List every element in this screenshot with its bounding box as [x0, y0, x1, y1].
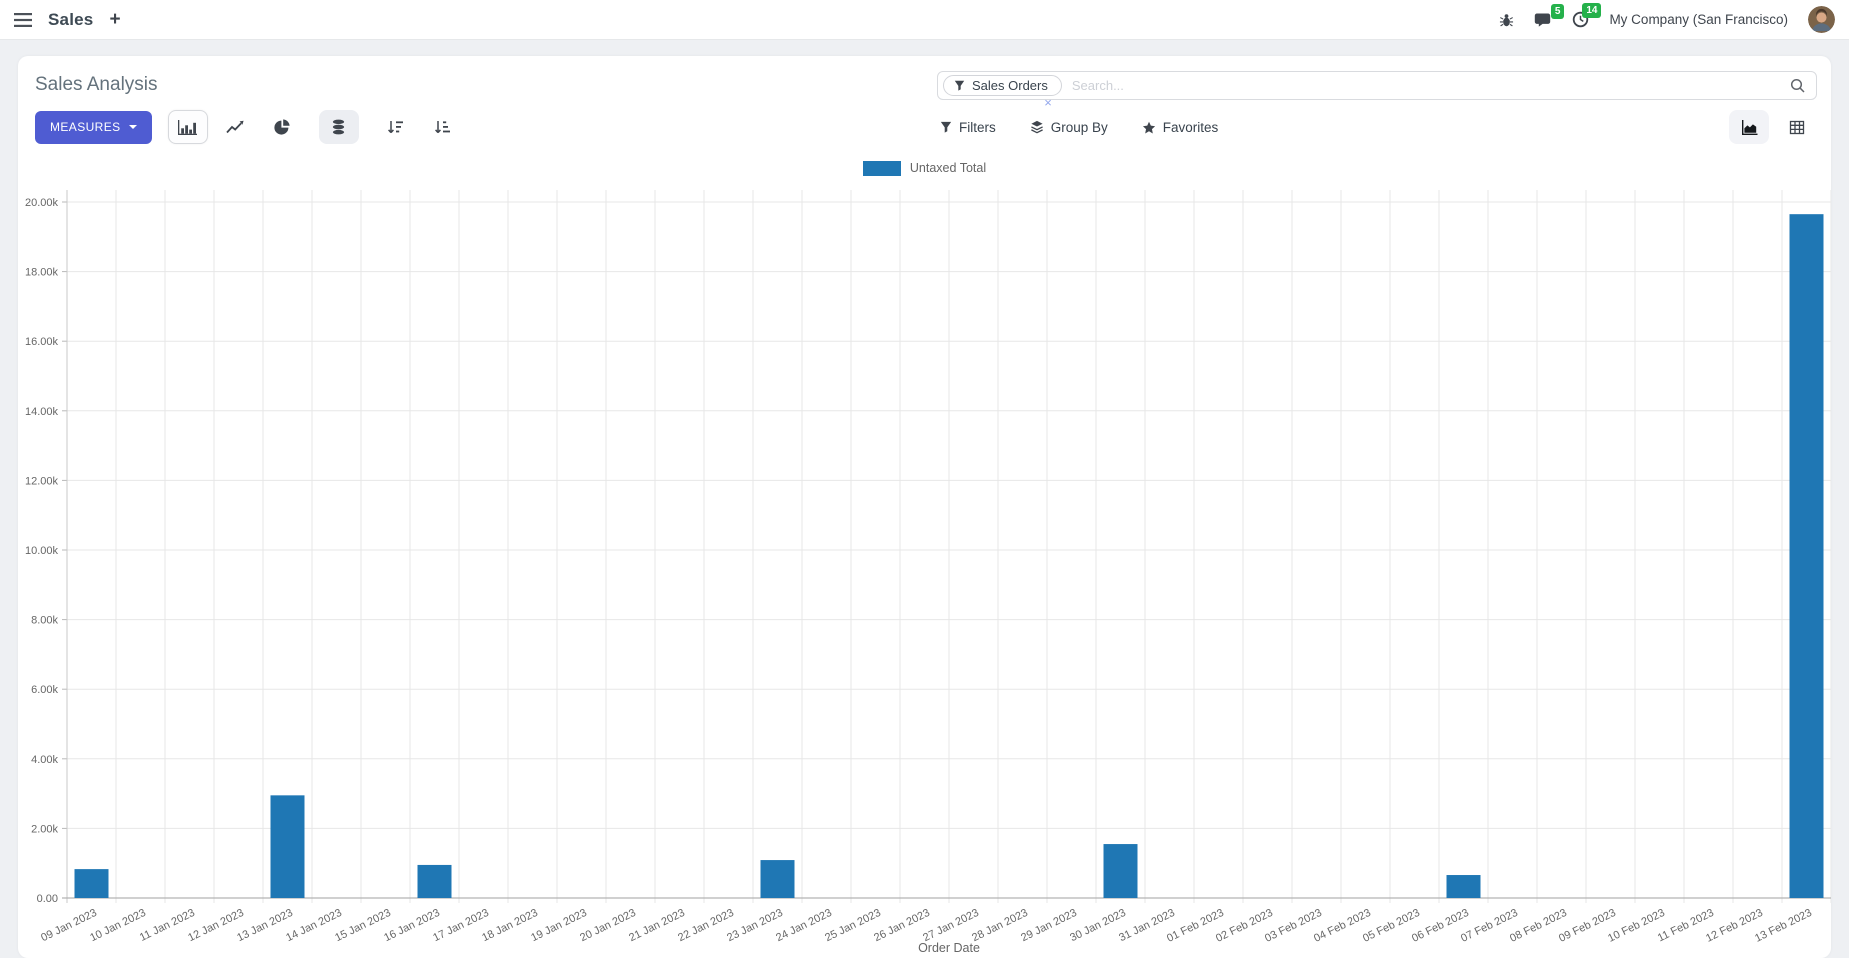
group-by-label: Group By [1050, 119, 1108, 135]
group-by-button[interactable]: Group By [1030, 120, 1108, 135]
svg-text:12.00k: 12.00k [25, 475, 59, 487]
measures-button[interactable]: MEASURES [35, 110, 152, 144]
svg-text:6.00k: 6.00k [31, 684, 58, 696]
svg-text:16.00k: 16.00k [25, 336, 59, 348]
debug-bug-icon[interactable] [1499, 12, 1514, 28]
svg-text:10 Jan 2023: 10 Jan 2023 [88, 907, 148, 944]
search-facet-wrap: Sales Orders × [943, 74, 1062, 109]
sort-ascending-icon [435, 120, 451, 133]
activities-badge: 14 [1582, 3, 1602, 18]
svg-text:10.00k: 10.00k [25, 545, 59, 557]
chart-type-pie-button[interactable] [262, 110, 302, 144]
svg-text:18.00k: 18.00k [25, 267, 59, 279]
svg-text:4.00k: 4.00k [31, 754, 58, 766]
legend-swatch [862, 160, 901, 176]
facet-label: Sales Orders [972, 77, 1048, 93]
app-name[interactable]: Sales [48, 9, 94, 29]
search-input[interactable] [1071, 77, 1782, 93]
filters-button[interactable]: Filters [940, 120, 996, 135]
chart-legend-item[interactable]: Untaxed Total [18, 156, 1831, 180]
search-box[interactable]: Sales Orders × [937, 70, 1817, 109]
svg-text:0.00: 0.00 [37, 893, 58, 905]
user-avatar[interactable] [1808, 6, 1835, 33]
stack-icon [332, 119, 345, 135]
sales-analysis-panel: Sales Analysis Sales Orders × [18, 56, 1831, 958]
search-icon[interactable] [1790, 78, 1806, 99]
action-content: Sales Analysis Sales Orders × [0, 40, 1849, 958]
apps-menu-icon[interactable] [14, 12, 32, 27]
bar-16 Jan 2023 [417, 864, 452, 898]
filter-funnel-icon [940, 121, 952, 133]
chart-type-bar-button[interactable] [167, 110, 208, 144]
bar-13 Feb 2023 [1789, 214, 1824, 898]
messages-badge: 5 [1550, 3, 1565, 19]
bar-23 Jan 2023 [760, 860, 795, 898]
filters-label: Filters [959, 119, 996, 135]
page-title: Sales Analysis [35, 74, 158, 95]
svg-text:Order Date: Order Date [918, 941, 980, 955]
bar-chart-icon [177, 119, 197, 135]
svg-text:14.00k: 14.00k [25, 406, 59, 418]
pie-chart-icon [273, 119, 290, 135]
facet-remove-icon[interactable]: × [1044, 94, 1052, 110]
legend-label: Untaxed Total [909, 161, 987, 175]
view-switch-pivot-button[interactable] [1777, 110, 1817, 144]
measures-label: MEASURES [50, 120, 121, 134]
favorites-label: Favorites [1162, 119, 1219, 135]
search-facet-sales-orders[interactable]: Sales Orders [943, 74, 1062, 96]
messages-icon[interactable]: 5 [1534, 3, 1565, 28]
bar-30 Jan 2023 [1103, 844, 1138, 898]
company-switcher[interactable]: My Company (San Francisco) [1609, 12, 1788, 27]
bar-chart[interactable]: 0.00 2.00k 4.00k 6.00k 8.00k 10.00k 12.00k 14.0… [18, 180, 1831, 958]
line-chart-icon [225, 120, 244, 134]
sort-ascending-button[interactable] [423, 110, 463, 144]
area-chart-icon [1741, 119, 1757, 135]
top-navbar: Sales + 5 14 My Company (San [0, 0, 1849, 40]
svg-text:2.00k: 2.00k [31, 823, 58, 835]
sort-descending-icon [388, 120, 404, 133]
stacked-toggle-button[interactable] [318, 110, 359, 144]
chevron-down-icon [128, 125, 137, 129]
filter-funnel-icon [954, 80, 965, 91]
star-icon [1142, 121, 1155, 133]
sort-descending-button[interactable] [376, 110, 416, 144]
bar-13 Jan 2023 [270, 795, 305, 898]
chart-type-line-button[interactable] [215, 110, 255, 144]
activities-clock-icon[interactable]: 14 [1572, 3, 1602, 28]
pivot-grid-icon [1789, 120, 1805, 134]
add-icon[interactable]: + [109, 9, 121, 30]
bar-06 Feb 2023 [1446, 875, 1481, 898]
layers-icon [1030, 120, 1043, 134]
bar-09 Jan 2023 [74, 869, 109, 898]
view-switch-graph-button[interactable] [1729, 110, 1769, 144]
svg-text:20.00k: 20.00k [25, 197, 59, 209]
svg-text:8.00k: 8.00k [31, 615, 58, 627]
favorites-button[interactable]: Favorites [1142, 119, 1219, 135]
